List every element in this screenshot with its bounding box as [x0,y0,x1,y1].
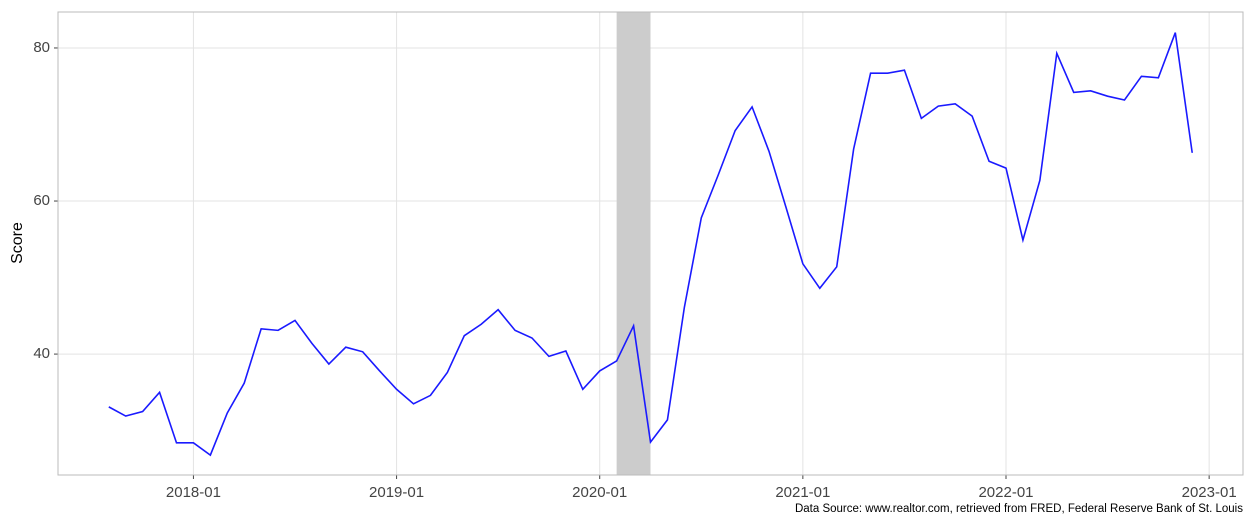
x-tick-label: 2018-01 [166,484,221,501]
y-axis-label: Score [9,222,26,264]
x-tick-label: 2019-01 [369,484,424,501]
x-tick-label: 2022-01 [978,484,1033,501]
x-tick-label: 2023-01 [1182,484,1237,501]
y-tick-label: 80 [33,39,50,56]
source-note: Data Source: www.realtor.com, retrieved … [795,503,1243,515]
y-tick-label: 40 [33,345,50,362]
data-line [108,32,1194,457]
plot-border [57,11,1244,476]
y-tick-label: 60 [33,192,50,209]
x-tick-label: 2020-01 [572,484,627,501]
x-tick-label: 2021-01 [775,484,830,501]
